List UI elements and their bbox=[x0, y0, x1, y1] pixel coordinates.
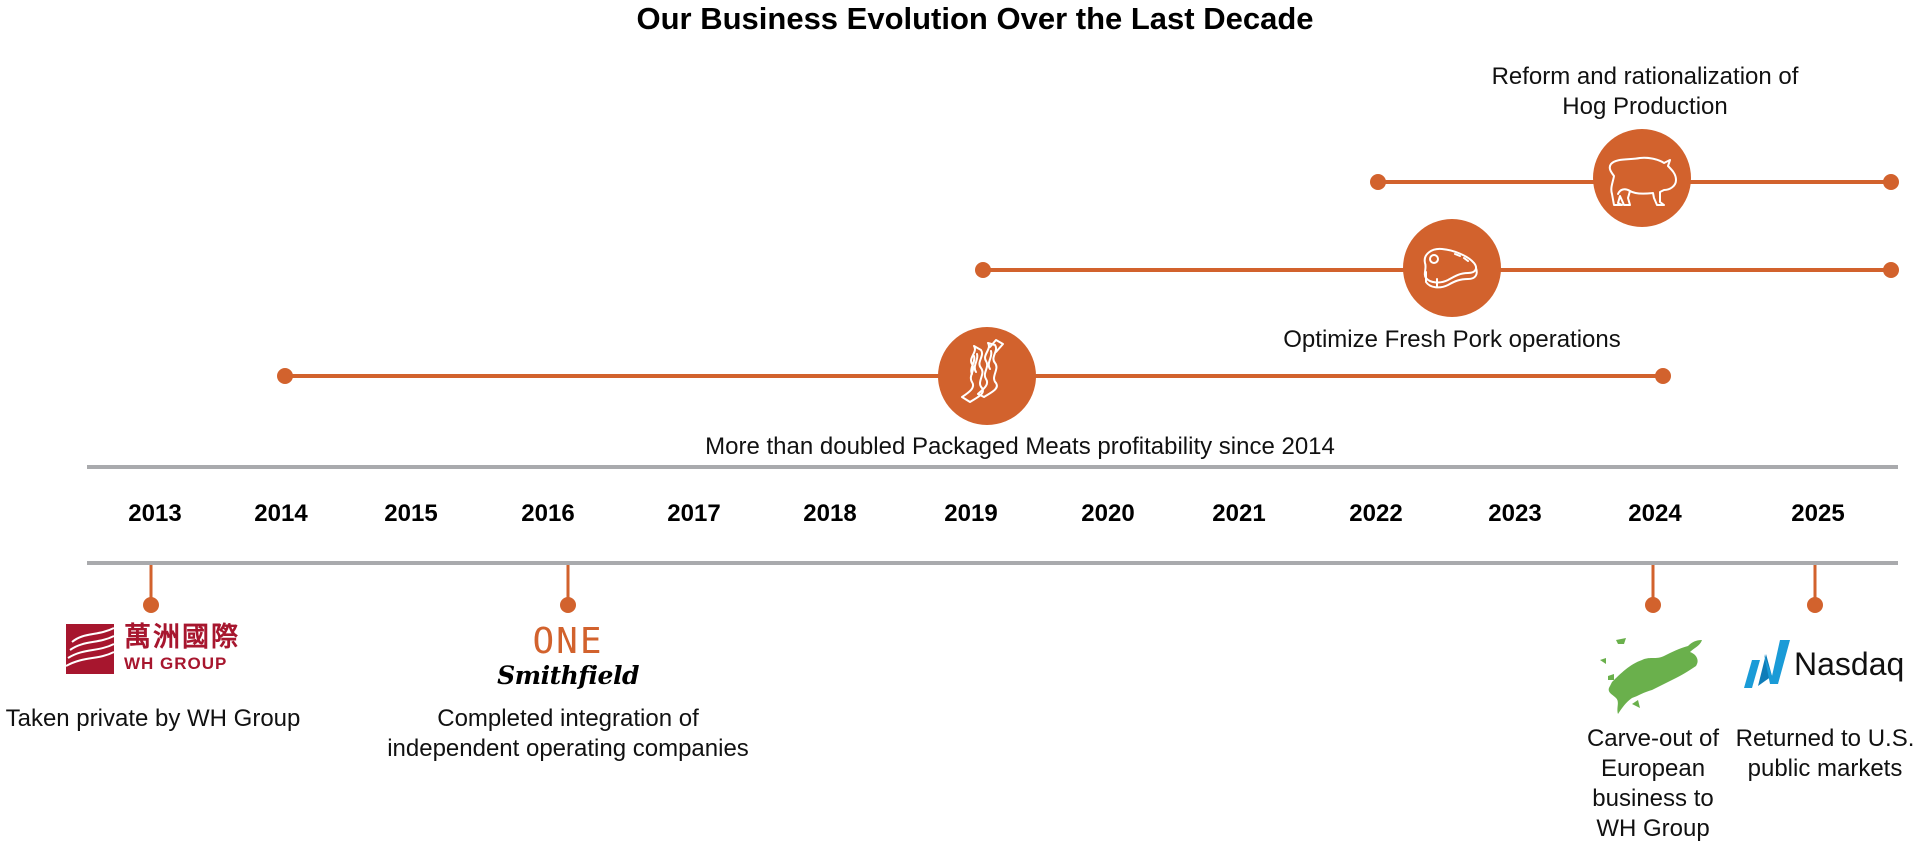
milestone-2024-caption-line3: business to bbox=[1592, 785, 1714, 812]
packaged-meats-end-dot bbox=[1655, 368, 1671, 384]
initiative-fresh-pork bbox=[975, 219, 1899, 317]
packaged-meats-start-dot bbox=[277, 368, 293, 384]
hog-production-label-line2: Hog Production bbox=[1562, 93, 1728, 120]
nasdaq-text: Nasdaq bbox=[1794, 646, 1905, 682]
wh-group-cn-text: 萬洲國際 bbox=[124, 622, 240, 652]
wh-group-wave-icon bbox=[66, 624, 115, 674]
milestone-tick-2024 bbox=[1645, 565, 1661, 613]
fresh-pork-end-dot bbox=[1883, 262, 1899, 278]
steak-icon bbox=[1423, 247, 1478, 289]
timeline-axis-top bbox=[87, 465, 1898, 469]
fresh-pork-icon-circle bbox=[1403, 219, 1501, 317]
europe-map-icon bbox=[1600, 638, 1702, 714]
nasdaq-logo: Nasdaq bbox=[1736, 640, 1924, 690]
bacon-icon bbox=[961, 339, 1004, 403]
year-label: 2017 bbox=[667, 500, 721, 527]
year-label: 2014 bbox=[254, 500, 308, 527]
milestone-tick-2016 bbox=[560, 565, 576, 613]
hog-start-dot bbox=[1370, 174, 1386, 190]
milestone-2016-caption-line1: Completed integration of bbox=[437, 705, 699, 732]
milestone-2016-caption: Completed integration of independent ope… bbox=[340, 704, 796, 764]
milestone-2016-caption-line2: independent operating companies bbox=[387, 735, 749, 762]
milestone-tick-2025 bbox=[1807, 565, 1823, 613]
smithfield-text: Smithfield bbox=[497, 661, 639, 690]
milestone-2024-caption-line2: European bbox=[1600, 755, 1706, 782]
page-title: Our Business Evolution Over the Last Dec… bbox=[636, 1, 1314, 36]
hog-production-label: Reform and rationalization of Hog Produc… bbox=[1400, 62, 1890, 122]
milestone-2013-caption: Taken private by WH Group bbox=[5, 705, 301, 732]
one-text: ONE bbox=[532, 621, 604, 662]
milestone-2025-caption: Returned to U.S. public markets bbox=[1730, 724, 1920, 784]
year-label: 2016 bbox=[521, 500, 575, 527]
year-label: 2019 bbox=[944, 500, 998, 527]
milestone-tick-2013 bbox=[143, 565, 159, 613]
milestone-2024-caption-line1: Carve-out of bbox=[1586, 725, 1720, 752]
timeline-axis-bottom bbox=[87, 561, 1898, 565]
initiative-packaged-meats bbox=[277, 327, 1671, 425]
year-label: 2018 bbox=[803, 500, 857, 527]
hog-end-dot bbox=[1883, 174, 1899, 190]
packaged-meats-icon-circle bbox=[938, 327, 1036, 425]
hog-production-label-line1: Reform and rationalization of bbox=[1491, 63, 1799, 90]
year-label: 2024 bbox=[1628, 500, 1682, 527]
milestone-2025-caption-line1: Returned to U.S. bbox=[1735, 725, 1915, 752]
milestone-2024-caption: Carve-out of European business to WH Gro… bbox=[1560, 724, 1746, 844]
year-label: 2013 bbox=[128, 500, 182, 527]
fresh-pork-start-dot bbox=[975, 262, 991, 278]
fresh-pork-label: Optimize Fresh Pork operations bbox=[1283, 326, 1621, 353]
year-label: 2021 bbox=[1212, 500, 1266, 527]
wh-group-en-text: WH GROUP bbox=[124, 654, 228, 673]
milestone-2024-caption-line4: WH Group bbox=[1596, 815, 1710, 842]
one-smithfield-logo: ONE Smithfield bbox=[468, 622, 668, 690]
packaged-meats-label: More than doubled Packaged Meats profita… bbox=[705, 433, 1335, 460]
year-label: 2023 bbox=[1488, 500, 1542, 527]
pig-icon bbox=[1608, 156, 1677, 206]
year-label: 2015 bbox=[384, 500, 438, 527]
year-label: 2025 bbox=[1791, 500, 1845, 527]
year-label: 2022 bbox=[1349, 500, 1403, 527]
nasdaq-mark-icon bbox=[1744, 640, 1790, 688]
wh-group-logo: 萬洲國際 WH GROUP bbox=[66, 622, 246, 676]
year-label: 2020 bbox=[1081, 500, 1135, 527]
milestone-2025-caption-line2: public markets bbox=[1747, 755, 1903, 782]
initiative-hog-production bbox=[1370, 129, 1899, 227]
